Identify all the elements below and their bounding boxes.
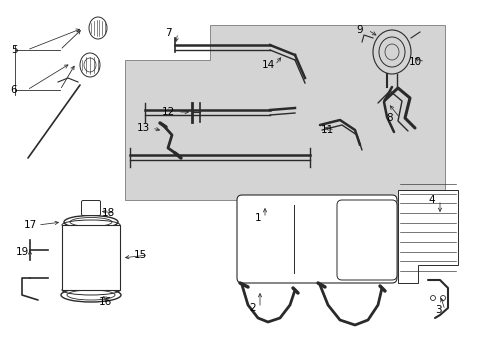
Text: 4: 4 xyxy=(428,195,434,205)
Text: 10: 10 xyxy=(407,57,421,67)
Text: 17: 17 xyxy=(23,220,37,230)
FancyBboxPatch shape xyxy=(336,200,396,280)
Polygon shape xyxy=(125,25,444,200)
Text: 12: 12 xyxy=(161,107,174,117)
Text: 5: 5 xyxy=(11,45,17,55)
Bar xyxy=(62,225,120,290)
Text: 16: 16 xyxy=(98,297,111,307)
Text: 11: 11 xyxy=(320,125,333,135)
FancyBboxPatch shape xyxy=(237,195,396,283)
Text: 8: 8 xyxy=(386,113,392,123)
Text: 19: 19 xyxy=(15,247,29,257)
Text: 1: 1 xyxy=(254,213,261,223)
Text: 13: 13 xyxy=(136,123,149,133)
Text: 14: 14 xyxy=(261,60,274,70)
Text: 7: 7 xyxy=(164,28,171,38)
Text: 15: 15 xyxy=(133,250,146,260)
FancyBboxPatch shape xyxy=(81,201,101,216)
Text: 18: 18 xyxy=(101,208,114,218)
Text: 3: 3 xyxy=(434,305,440,315)
Polygon shape xyxy=(397,190,457,283)
Text: 9: 9 xyxy=(356,25,363,35)
Text: 2: 2 xyxy=(249,303,256,313)
Text: 6: 6 xyxy=(11,85,17,95)
